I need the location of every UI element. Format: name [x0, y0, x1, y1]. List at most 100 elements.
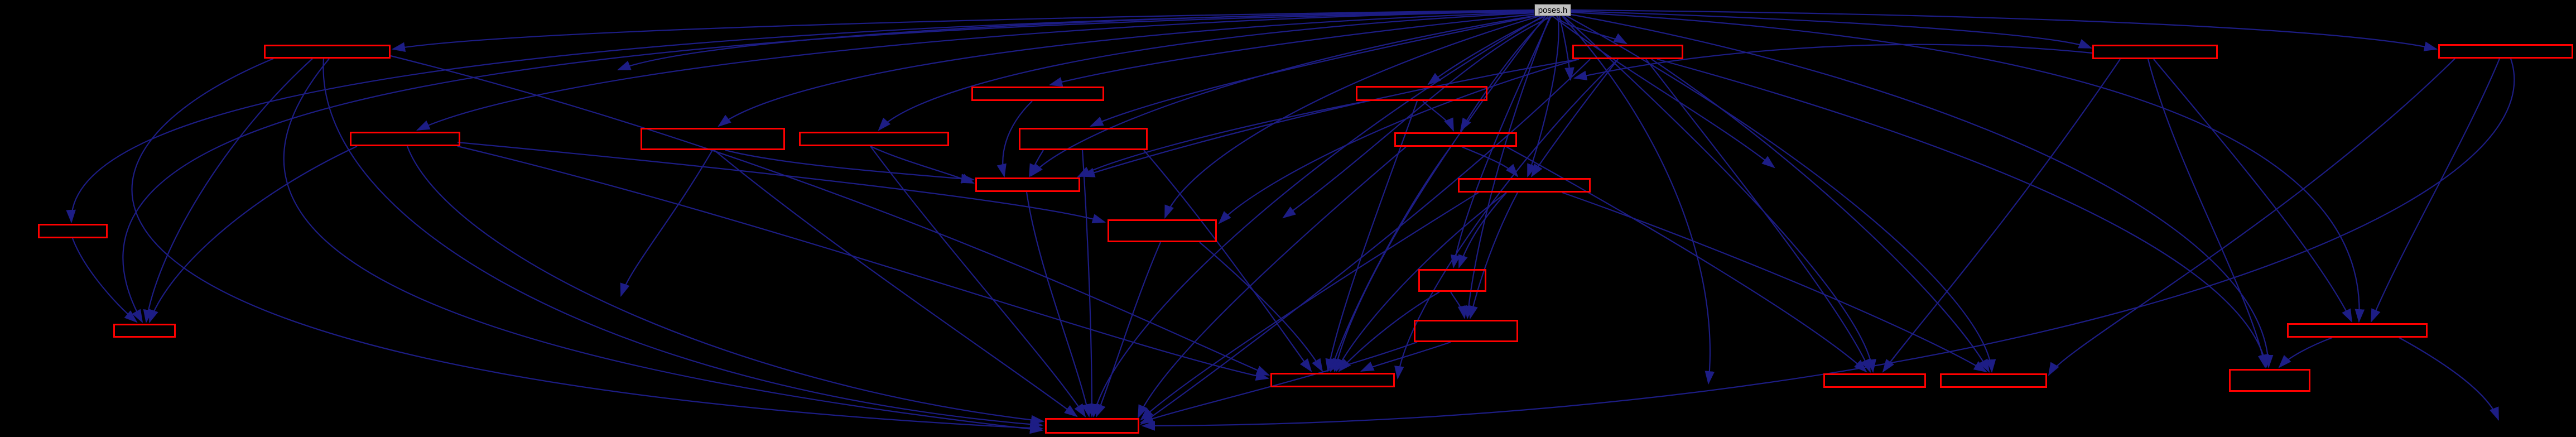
- include-edge: [1567, 13, 2274, 369]
- include-edge: [1463, 16, 1551, 320]
- include-edge: [283, 58, 1044, 434]
- include-edge: [1081, 150, 1097, 418]
- graph-root-label: poses.h: [1538, 5, 1568, 15]
- include-edge: [1571, 9, 2438, 51]
- include-edge: [1571, 11, 2365, 323]
- include-edge: [1558, 16, 1575, 81]
- include-edge: [1332, 16, 1546, 373]
- include-edge: [1564, 15, 1996, 373]
- node-j[interactable]: [1019, 128, 1148, 150]
- include-edge: [2370, 58, 2501, 323]
- node-x[interactable]: [1045, 418, 1139, 434]
- node-h[interactable]: [641, 128, 785, 150]
- include-edge: [390, 55, 1270, 376]
- include-edge: [617, 9, 1535, 71]
- include-edge: [1450, 291, 1468, 320]
- include-edge: [2153, 59, 2352, 323]
- include-edge: [148, 146, 358, 324]
- node-f[interactable]: [1356, 86, 1487, 101]
- node-s[interactable]: [2287, 323, 2428, 338]
- include-edge: [1336, 192, 1507, 372]
- include-edge: [416, 10, 1535, 131]
- node-d[interactable]: [2438, 44, 2573, 59]
- include-edge: [1028, 150, 1044, 178]
- include-edge: [1330, 146, 1451, 373]
- include-edge: [391, 9, 1535, 52]
- include-edge: [2399, 337, 2500, 421]
- include-edge: [1338, 291, 1440, 372]
- node-g[interactable]: [350, 132, 460, 146]
- include-edge: [1645, 59, 1871, 373]
- include-edge: [1451, 16, 1552, 269]
- include-edge: [457, 141, 1106, 224]
- include-edge: [1506, 146, 1867, 373]
- node-e[interactable]: [971, 87, 1104, 101]
- include-edge: [143, 58, 313, 324]
- include-edge: [1530, 59, 1619, 177]
- node-t[interactable]: [1270, 373, 1395, 387]
- include-edge: [71, 238, 138, 323]
- include-edge: [122, 11, 1535, 323]
- include-edge: [870, 146, 975, 184]
- node-a[interactable]: [264, 45, 391, 59]
- include-edge: [406, 146, 1045, 425]
- include-edge: [1562, 191, 1987, 373]
- include-edge: [878, 12, 1535, 131]
- include-edge: [1552, 16, 1775, 169]
- include-edge: [1091, 16, 1543, 418]
- include-edge: [1657, 58, 2269, 368]
- include-edge: [1137, 146, 1407, 419]
- include-edge: [1461, 146, 1519, 177]
- node-p[interactable]: [1418, 269, 1486, 292]
- node-q[interactable]: [113, 324, 176, 338]
- include-edge: [1282, 15, 1553, 219]
- include-edge: [1360, 341, 1451, 372]
- include-edge: [1199, 242, 1323, 372]
- include-edge: [1025, 191, 1092, 418]
- include-edge: [2278, 337, 2333, 368]
- node-r[interactable]: [1414, 320, 1518, 342]
- include-edge: [1458, 192, 1507, 269]
- include-edge: [1081, 58, 1580, 177]
- node-i[interactable]: [799, 132, 949, 146]
- node-n[interactable]: [38, 224, 108, 238]
- include-edge: [714, 150, 1078, 417]
- include-edge: [1077, 100, 1368, 178]
- include-edge: [2048, 58, 2455, 376]
- include-edge: [1140, 59, 1591, 425]
- node-c[interactable]: [2092, 45, 2218, 59]
- include-edge: [2147, 59, 2268, 369]
- include-edge: [1095, 242, 1162, 418]
- include-edge: [1468, 192, 1518, 320]
- include-edge: [1089, 14, 1540, 127]
- graph-root-node[interactable]: poses.h: [1534, 4, 1571, 16]
- node-k[interactable]: [1394, 132, 1517, 147]
- include-edge: [457, 145, 1270, 381]
- include-edge: [996, 100, 1033, 178]
- include-edge: [1218, 58, 1580, 224]
- node-b[interactable]: [1572, 45, 1683, 59]
- include-edge: [1140, 192, 1479, 421]
- node-u[interactable]: [1823, 373, 1926, 388]
- include-edge: [1141, 58, 2515, 431]
- include-edge: [1571, 10, 2093, 49]
- node-m[interactable]: [1458, 178, 1591, 193]
- include-edge: [1882, 59, 2121, 373]
- node-w[interactable]: [2229, 369, 2310, 392]
- include-edge: [322, 58, 1044, 429]
- node-l[interactable]: [975, 177, 1080, 192]
- include-edge: [1139, 341, 1418, 424]
- include-edge: [1562, 15, 1876, 373]
- node-v[interactable]: [1940, 373, 2047, 388]
- include-edge: [1325, 100, 1418, 373]
- include-edge: [1651, 59, 1990, 373]
- include-edge: [1422, 100, 1455, 132]
- include-edge: [1048, 13, 1538, 87]
- include-edge: [725, 149, 975, 184]
- include-edge: [1573, 44, 2093, 80]
- node-o[interactable]: [1108, 219, 1217, 242]
- include-edge: [1562, 16, 1715, 385]
- include-edge: [1143, 150, 1312, 372]
